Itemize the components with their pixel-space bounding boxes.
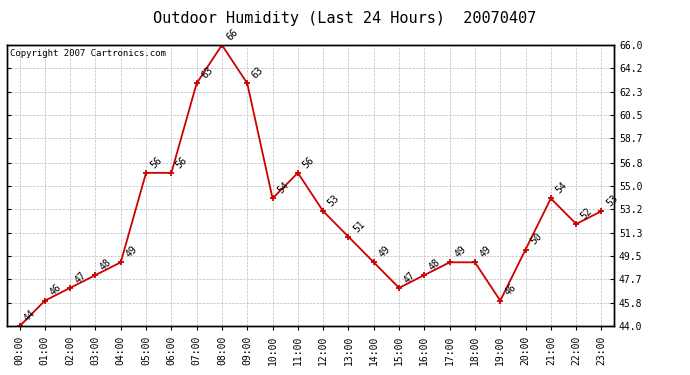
Text: 50: 50 (529, 231, 544, 247)
Text: 63: 63 (199, 65, 215, 81)
Text: 46: 46 (503, 282, 518, 298)
Text: 47: 47 (73, 270, 88, 285)
Text: 46: 46 (48, 282, 63, 298)
Text: 48: 48 (98, 257, 114, 272)
Text: 47: 47 (402, 270, 417, 285)
Text: 54: 54 (553, 180, 569, 196)
Text: 54: 54 (275, 180, 290, 196)
Text: 49: 49 (453, 244, 468, 260)
Text: Outdoor Humidity (Last 24 Hours)  20070407: Outdoor Humidity (Last 24 Hours) 2007040… (153, 11, 537, 26)
Text: 56: 56 (149, 154, 164, 170)
Text: 53: 53 (604, 193, 620, 208)
Text: 49: 49 (477, 244, 493, 260)
Text: 51: 51 (351, 219, 366, 234)
Text: 53: 53 (326, 193, 342, 208)
Text: 56: 56 (174, 154, 190, 170)
Text: 66: 66 (225, 27, 240, 42)
Text: 49: 49 (377, 244, 392, 260)
Text: 48: 48 (427, 257, 442, 272)
Text: 56: 56 (301, 154, 316, 170)
Text: 52: 52 (579, 206, 594, 221)
Text: 44: 44 (22, 308, 38, 324)
Text: Copyright 2007 Cartronics.com: Copyright 2007 Cartronics.com (10, 49, 166, 58)
Text: 63: 63 (250, 65, 266, 81)
Text: 49: 49 (124, 244, 139, 260)
